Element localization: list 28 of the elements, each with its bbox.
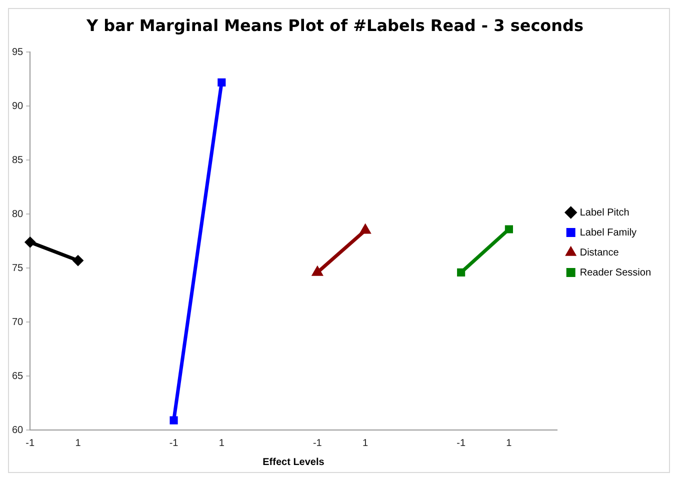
point (24, 236, 36, 248)
legend-label: Distance (580, 247, 620, 258)
x-tick-label: 1 (75, 438, 82, 449)
x-axis-title: Effect Levels (262, 456, 325, 468)
y-tick-label: 75 (12, 262, 24, 274)
point (457, 268, 466, 276)
point (218, 78, 226, 86)
legend-label: Label Family (580, 227, 637, 238)
y-tick-label: 80 (12, 208, 24, 220)
legend-label: Label Pitch (580, 207, 630, 218)
y-tick-label: 65 (12, 370, 24, 382)
y-tick-label: 70 (12, 316, 24, 328)
point (72, 255, 84, 266)
x-tick-label: 1 (362, 438, 369, 449)
y-tick-label: 85 (12, 154, 24, 166)
x-tick-label: -1 (26, 438, 35, 449)
x-tick-label: -1 (456, 438, 466, 449)
y-tick-label: 60 (12, 424, 24, 436)
x-tick-label: 1 (506, 438, 512, 449)
point (170, 416, 178, 424)
chart-title: Y bar Marginal Means Plot of #Labels Read - 3 seconds (85, 16, 584, 35)
x-tick-label: -1 (169, 438, 179, 449)
point (504, 225, 513, 234)
y-tick-label: 90 (12, 100, 24, 112)
y-tick-label: 95 (12, 46, 24, 58)
x-tick-label: 1 (218, 438, 225, 449)
x-tick-label: -1 (312, 438, 322, 449)
legend-label: Reader Session (580, 267, 652, 278)
